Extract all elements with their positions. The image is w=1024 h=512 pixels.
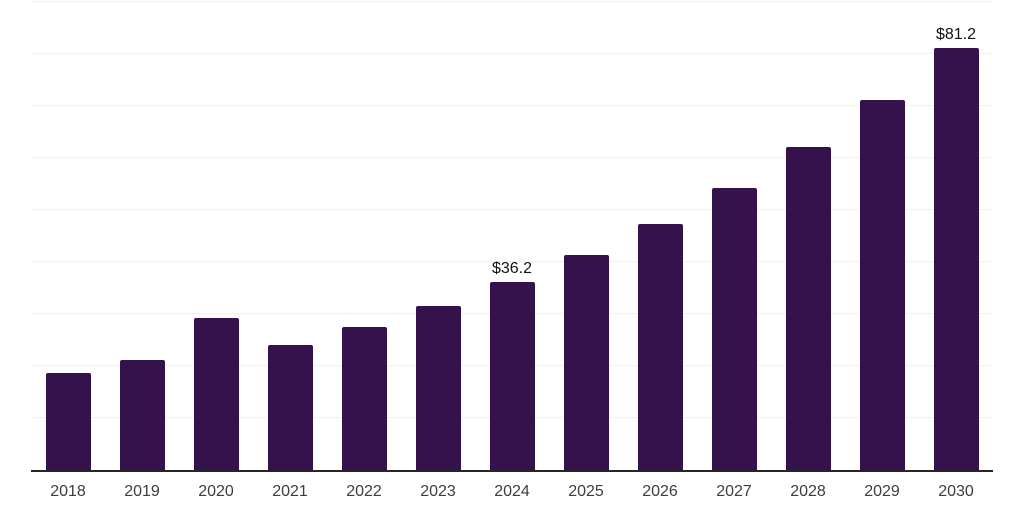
gridline — [31, 209, 993, 210]
bar-value-label: $36.2 — [491, 259, 533, 277]
x-tick-label: 2018 — [50, 483, 86, 500]
bar-slot — [623, 2, 697, 470]
plot-area: $36.2 $81.2 — [31, 1, 993, 472]
bar-2026 — [637, 223, 683, 470]
gridline — [31, 105, 993, 106]
bar-slot — [105, 2, 179, 470]
gridline — [31, 53, 993, 54]
bar-value-label: $81.2 — [935, 25, 977, 43]
bar-slot: $81.2 — [919, 2, 993, 470]
bar-2019 — [119, 360, 165, 470]
bar-slot — [771, 2, 845, 470]
bar-2029 — [859, 100, 905, 470]
bar-2030: $81.2 — [933, 26, 979, 470]
x-tick-label: 2019 — [124, 483, 160, 500]
gridline — [31, 1, 993, 2]
x-tick-label: 2025 — [568, 483, 604, 500]
x-tick-label: 2020 — [198, 483, 234, 500]
bar-2023 — [415, 305, 461, 470]
gridline — [31, 157, 993, 158]
bar-slot — [697, 2, 771, 470]
x-tick-label: 2029 — [864, 483, 900, 500]
bar-2025 — [563, 254, 609, 470]
bar-slot: $36.2 — [475, 2, 549, 470]
x-axis-labels: 2018 2019 2020 2021 2022 2023 2024 2025 2026 2027… — [31, 482, 993, 502]
x-tick-label: 2027 — [716, 483, 752, 500]
bar-slot — [401, 2, 475, 470]
x-tick-label: 2023 — [420, 483, 456, 500]
gridline — [31, 261, 993, 262]
bar-2020 — [193, 318, 239, 470]
bar-slot — [253, 2, 327, 470]
x-tick-label: 2026 — [642, 483, 678, 500]
bar-slot — [31, 2, 105, 470]
bar-slot — [179, 2, 253, 470]
x-tick-label: 2028 — [790, 483, 826, 500]
bar-2027 — [711, 187, 757, 470]
x-tick-label: 2021 — [272, 483, 308, 500]
bars-container: $36.2 $81.2 — [31, 2, 993, 470]
bar-2028 — [785, 146, 831, 470]
x-tick-label: 2030 — [938, 483, 974, 500]
bar-slot — [549, 2, 623, 470]
bar-slot — [845, 2, 919, 470]
bar-2022 — [341, 327, 387, 470]
bar-slot — [327, 2, 401, 470]
x-tick-label: 2024 — [494, 483, 530, 500]
bar-2018 — [45, 372, 91, 470]
x-tick-label: 2022 — [346, 483, 382, 500]
bar-2021 — [267, 345, 313, 470]
bar-2024: $36.2 — [489, 260, 535, 470]
